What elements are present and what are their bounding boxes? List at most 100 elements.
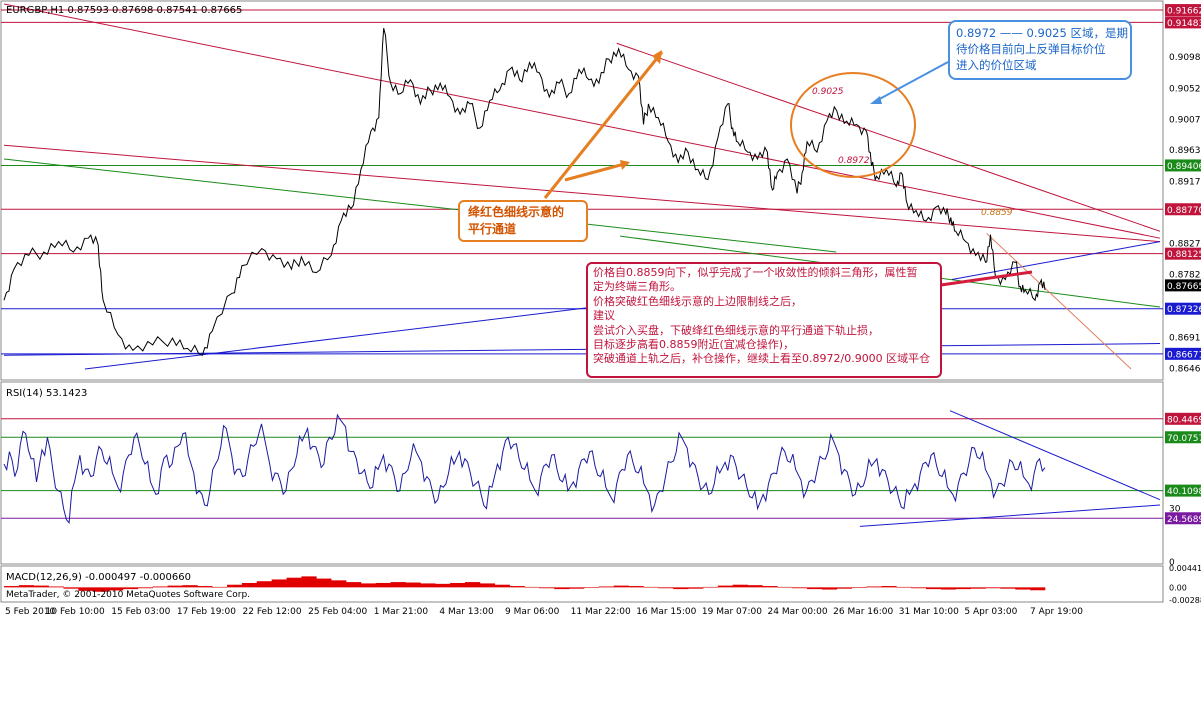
macd-bar (732, 584, 748, 588)
symbol-header: EURGBP,H1 0.87593 0.87698 0.87541 0.8766… (6, 5, 242, 16)
macd-bar (821, 587, 838, 590)
macd-bar (658, 587, 674, 589)
x-tick-label: 9 Mar 06:00 (505, 607, 560, 617)
macd-bar (167, 585, 183, 588)
annotation-line: 目标逐步高看0.8859附近(宜减仓操作)， (593, 338, 795, 352)
macd-bar (777, 586, 793, 588)
macd-bar (271, 579, 287, 588)
price-label-box (1165, 302, 1201, 315)
macd-bar (479, 583, 496, 588)
orange-arrow-short (564, 161, 629, 182)
annotation-line: 0.8972 —— 0.9025 区域，是期 (956, 26, 1128, 40)
macd-bar (643, 586, 659, 588)
level-9025-label: 0.9025 (812, 87, 844, 97)
price-label-text: 0.87665 (1167, 282, 1201, 292)
macd-bar (762, 586, 778, 588)
macd-panel (0, 565, 1164, 603)
macd-bar (866, 586, 882, 588)
macd-bar (896, 586, 912, 588)
macd-bar (911, 587, 927, 589)
rsi-label-text: 80.4469 (1167, 415, 1201, 425)
macd-bar (747, 585, 763, 588)
macd-tick-label: 0.00 (1169, 583, 1187, 592)
macd-bar (316, 578, 332, 588)
price-line (3, 27, 1046, 357)
macd-bar (926, 587, 942, 590)
x-tick-label: 7 Apr 19:00 (1030, 607, 1083, 617)
macd-bar (241, 582, 258, 588)
rsi-trend-line (949, 410, 1161, 501)
macd-bar (509, 586, 525, 588)
macd-bar (108, 587, 124, 591)
orange-arrow-main (543, 51, 664, 199)
price-label-box (1165, 16, 1201, 29)
macd-bar (197, 586, 213, 588)
macd-bar (152, 586, 168, 588)
macd-bar (182, 585, 198, 588)
price-label-text: 0.88770 (1167, 206, 1201, 216)
macd-bar (48, 586, 64, 588)
macd-bar (405, 582, 421, 588)
price-tick-label: 0.90525 (1169, 84, 1201, 94)
x-tick-label: 4 Mar 13:00 (439, 607, 494, 617)
orange-arrowhead-short (620, 160, 630, 170)
trend-line (616, 42, 1161, 232)
rsi-label-text: 70.0757 (1167, 434, 1201, 444)
rsi-label-box (1165, 431, 1201, 444)
macd-bar (583, 587, 600, 588)
macd-bar (375, 582, 391, 588)
macd-bar (435, 583, 451, 588)
rsi-title: RSI(14) 53.1423 (6, 388, 87, 399)
macd-bar (346, 582, 362, 588)
macd-bar (970, 587, 986, 589)
level-8972-label: 0.8972 (838, 156, 870, 166)
macd-bar (1015, 587, 1031, 590)
macd-bar (331, 580, 347, 588)
annotation-line: 平行通道 (468, 222, 517, 236)
price-label-text: 0.91662 (1167, 7, 1201, 17)
macd-bar (688, 587, 704, 589)
macd-bar (717, 585, 733, 588)
rsi-label-box (1165, 512, 1201, 525)
trend-line (3, 343, 1161, 356)
trend-line (951, 241, 1161, 280)
macd-bar (4, 586, 20, 588)
trend-line (3, 144, 1161, 243)
annotation-trade-plan: 价格自0.8859向下，似乎完成了一个收敛性的倾斜三角形，属性暂 定为终端三角形… (586, 262, 942, 378)
macd-bar (807, 587, 823, 590)
macd-bar (524, 586, 540, 588)
x-tick-label: 15 Feb 03:00 (111, 607, 170, 617)
blue-arrow (873, 61, 949, 103)
macd-bar (494, 584, 510, 588)
macd-bar (1030, 587, 1046, 591)
x-tick-label: 26 Mar 16:00 (833, 607, 893, 617)
rsi-label-box (1165, 412, 1201, 425)
orange-arrowhead-main (652, 50, 662, 64)
rsi-label-box (1165, 484, 1201, 497)
target-zone-ellipse (790, 72, 916, 178)
price-label-text: 0.86671 (1167, 350, 1201, 360)
macd-bar (1000, 587, 1016, 589)
macd-bar (78, 587, 94, 591)
macd-bar (628, 586, 644, 588)
price-label-box (1165, 347, 1201, 360)
annotation-target-zone: 0.8972 —— 0.9025 区域，是期 待价格目前向上反弹目标价位 进入的… (948, 20, 1132, 80)
macd-bar (598, 586, 615, 588)
macd-tick-label: -0.00288 (1169, 596, 1201, 605)
level-8859-label: 0.8859 (981, 208, 1013, 218)
rsi-label-text: 24.5689 (1167, 515, 1201, 525)
annotation-line: 进入的价位区域 (956, 58, 1037, 72)
macd-bar (286, 577, 302, 588)
annotation-line: 绛红色细线示意的 (468, 205, 565, 219)
macd-bar (985, 587, 1001, 589)
macd-bar (569, 587, 585, 589)
macd-bar (63, 587, 79, 589)
price-label-text: 0.87326 (1167, 305, 1201, 315)
x-tick-label: 16 Mar 15:00 (636, 607, 696, 617)
macd-bar (256, 581, 272, 588)
